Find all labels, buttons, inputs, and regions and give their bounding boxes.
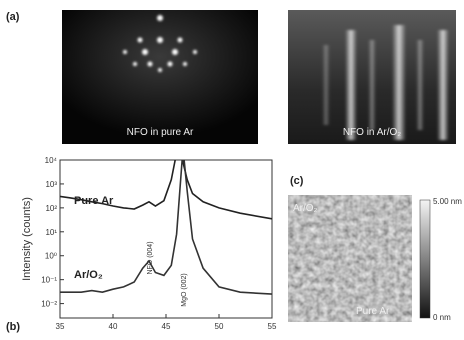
- rheed-spot: [158, 68, 162, 72]
- x-tick-label: 35: [56, 322, 65, 331]
- afm-caption: Ar/O₂: [293, 203, 318, 214]
- y-axis-label: Intensity (counts): [21, 197, 33, 281]
- y-tick-label: 10¹: [45, 228, 57, 237]
- rheed-spot: [167, 61, 173, 67]
- rheed-image-left: [62, 10, 258, 144]
- plot-frame: [59, 159, 273, 319]
- scale-label: 0 nm: [433, 313, 451, 322]
- scale-label: 5.00 nm: [433, 197, 462, 206]
- y-tick-label: 10⁴: [45, 156, 58, 165]
- rheed-spot: [123, 50, 127, 54]
- data-line: [60, 160, 272, 220]
- rheed-spot: [177, 37, 183, 43]
- image-caption: NFO in Ar/O₂: [343, 127, 401, 138]
- rheed-spot: [137, 37, 143, 43]
- rheed-spots: [123, 15, 197, 72]
- x-tick-label: 40: [109, 322, 118, 331]
- y-tick-label: 10⁻²: [41, 300, 57, 309]
- y-tick-label: 10⁻¹: [41, 276, 57, 285]
- rheed-spot: [147, 61, 153, 67]
- peak-label: MgO (002): [181, 273, 188, 306]
- rheed-spot: [193, 50, 197, 54]
- afm-inset: [347, 255, 413, 323]
- rheed-spot: [157, 15, 163, 21]
- rheed-spot: [133, 62, 137, 66]
- x-tick-label: 50: [215, 322, 224, 331]
- rheed-spot: [157, 37, 163, 43]
- plot-area: [60, 160, 272, 295]
- y-tick-label: 10³: [45, 180, 57, 189]
- peak-label: NFO (004): [147, 241, 154, 274]
- x-tick-label: 45: [162, 322, 171, 331]
- rheed-spot: [142, 49, 148, 55]
- series-label: Pure Ar: [74, 195, 114, 207]
- x-tick-label: 55: [268, 322, 277, 331]
- panel-label: (c): [290, 175, 304, 187]
- color-scale: [419, 199, 431, 319]
- image-caption: NFO in pure Ar: [127, 127, 194, 138]
- afm-caption: Pure Ar: [356, 306, 390, 317]
- rheed-spot: [183, 62, 187, 66]
- rheed-streaks: [322, 25, 449, 140]
- series-label: Ar/O₂: [74, 269, 103, 281]
- y-tick-label: 10²: [45, 204, 57, 213]
- rheed-spot: [172, 49, 178, 55]
- panel-label: (a): [6, 11, 20, 23]
- data-line: [60, 160, 272, 295]
- panel-label: (b): [6, 321, 20, 333]
- y-tick-label: 10⁰: [45, 252, 57, 261]
